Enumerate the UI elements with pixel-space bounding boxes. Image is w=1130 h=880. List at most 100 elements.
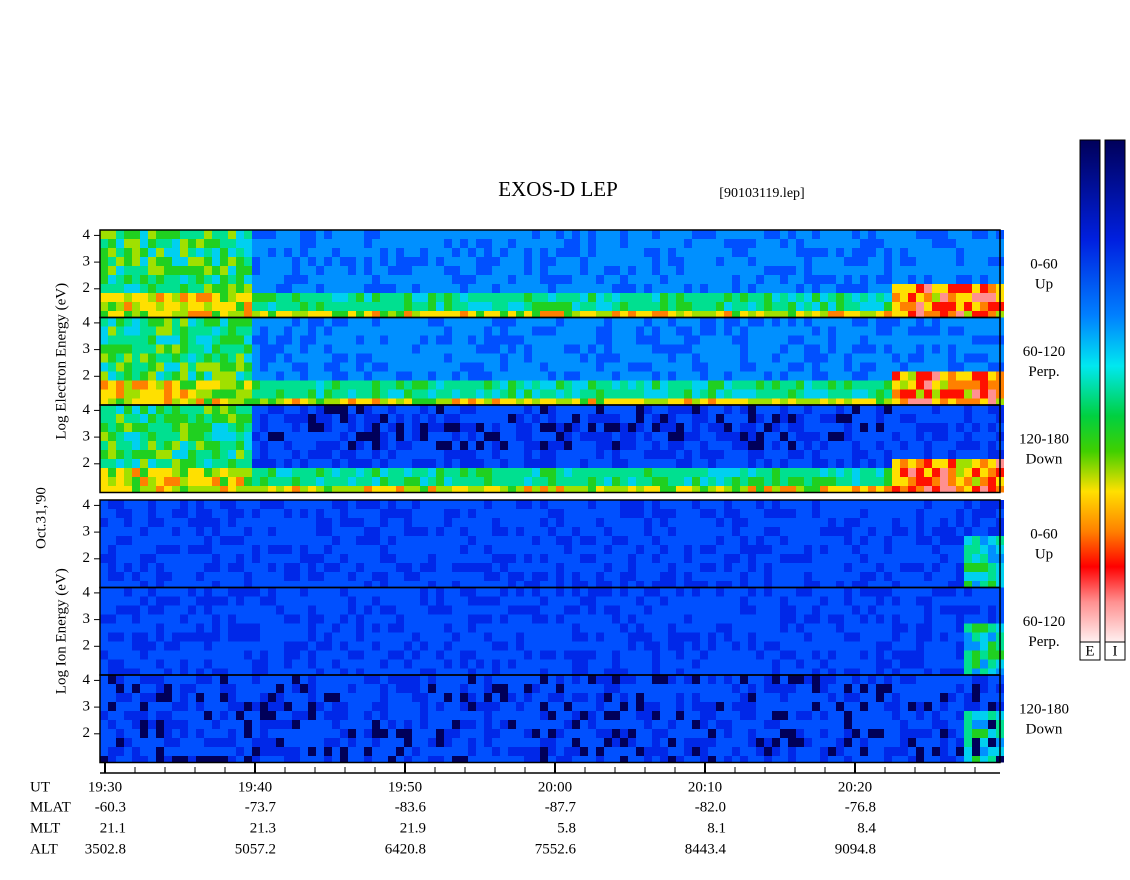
spectrogram-cell	[908, 257, 916, 266]
spectrogram-cell	[620, 536, 628, 545]
spectrogram-cell	[156, 423, 164, 432]
spectrogram-cell	[452, 668, 460, 675]
spectrogram-cell	[100, 275, 108, 284]
spectrogram-cell	[916, 527, 924, 536]
spectrogram-cell	[364, 486, 372, 493]
spectrogram-cell	[260, 317, 268, 327]
spectrogram-cell	[964, 536, 972, 545]
spectrogram-cell	[276, 659, 284, 669]
spectrogram-cell	[364, 326, 372, 336]
spectrogram-cell	[596, 468, 604, 477]
spectrogram-cell	[564, 311, 572, 318]
spectrogram-cell	[436, 587, 444, 597]
spectrogram-cell	[772, 518, 780, 527]
spectrogram-cell	[924, 509, 932, 518]
spectrogram-cell	[724, 293, 732, 302]
spectrogram-cell	[108, 486, 116, 493]
spectrogram-cell	[820, 423, 828, 432]
spectrogram-cell	[308, 371, 316, 381]
spectrogram-cell	[516, 239, 524, 248]
spectrogram-cell	[716, 284, 724, 293]
spectrogram-cell	[396, 509, 404, 518]
spectrogram-cell	[164, 371, 172, 381]
spectrogram-cell	[556, 527, 564, 536]
spectrogram-cell	[348, 344, 356, 354]
spectrogram-cell	[372, 380, 380, 390]
spectrogram-cell	[692, 248, 700, 257]
spectrogram-cell	[676, 536, 684, 545]
spectrogram-cell	[164, 257, 172, 266]
spectrogram-cell	[500, 500, 508, 509]
spectrogram-cell	[980, 326, 988, 336]
spectrogram-cell	[444, 302, 452, 311]
spectrogram-cell	[196, 605, 204, 615]
spectrogram-cell	[516, 441, 524, 450]
spectrogram-cell	[980, 572, 988, 581]
spectrogram-cell	[756, 317, 764, 327]
spectrogram-cell	[108, 545, 116, 554]
spectrogram-cell	[244, 596, 252, 606]
spectrogram-cell	[492, 554, 500, 563]
spectrogram-cell	[276, 311, 284, 318]
spectrogram-cell	[340, 230, 348, 239]
spectrogram-cell	[172, 380, 180, 390]
spectrogram-cell	[204, 623, 212, 633]
spectrogram-cell	[556, 266, 564, 275]
spectrogram-cell	[956, 405, 964, 414]
spectrogram-cell	[540, 371, 548, 381]
spectrogram-cell	[484, 266, 492, 275]
spectrogram-cell	[492, 266, 500, 275]
spectrogram-cell	[276, 389, 284, 399]
spectrogram-cell	[300, 581, 308, 588]
spectrogram-cell	[772, 371, 780, 381]
spectrogram-cell	[292, 477, 300, 486]
spectrogram-cell	[732, 572, 740, 581]
spectrogram-cell	[780, 509, 788, 518]
spectrogram-cell	[180, 486, 188, 493]
spectrogram-cell	[836, 441, 844, 450]
spectrogram-cell	[436, 441, 444, 450]
spectrogram-cell	[308, 632, 316, 642]
spectrogram-cell	[500, 468, 508, 477]
spectrogram-cell	[564, 563, 572, 572]
spectrogram-cell	[260, 362, 268, 372]
spectrogram-cell	[860, 362, 868, 372]
spectrogram-cell	[924, 239, 932, 248]
spectrogram-cell	[636, 317, 644, 327]
spectrogram-cell	[404, 509, 412, 518]
spectrogram-cell	[436, 518, 444, 527]
spectrogram-cell	[964, 468, 972, 477]
spectrogram-cell	[628, 335, 636, 345]
spectrogram-cell	[556, 459, 564, 468]
spectrogram-cell	[500, 423, 508, 432]
spectrogram-cell	[596, 581, 604, 588]
spectrogram-cell	[964, 311, 972, 318]
spectrogram-cell	[692, 398, 700, 405]
spectrogram-cell	[932, 275, 940, 284]
spectrogram-cell	[260, 650, 268, 660]
spectrogram-cell	[940, 257, 948, 266]
spectrogram-cell	[852, 389, 860, 399]
spectrogram-cell	[580, 450, 588, 459]
spectrogram-cell	[300, 536, 308, 545]
spectrogram-cell	[572, 414, 580, 423]
spectrogram-cell	[644, 335, 652, 345]
spectrogram-cell	[228, 477, 236, 486]
spectrogram-cell	[732, 500, 740, 509]
spectrogram-cell	[852, 344, 860, 354]
spectrogram-cell	[444, 432, 452, 441]
spectrogram-cell	[580, 581, 588, 588]
spectrogram-cell	[916, 432, 924, 441]
spectrogram-cell	[148, 554, 156, 563]
spectrogram-cell	[932, 432, 940, 441]
spectrogram-cell	[868, 468, 876, 477]
spectrogram-cell	[196, 398, 204, 405]
spectrogram-cell	[372, 581, 380, 588]
spectrogram-cell	[660, 326, 668, 336]
spectrogram-cell	[476, 587, 484, 597]
spectrogram-cell	[916, 518, 924, 527]
spectrogram-cell	[436, 509, 444, 518]
spectrogram-cell	[756, 432, 764, 441]
spectrogram-cell	[452, 302, 460, 311]
spectrogram-cell	[324, 266, 332, 275]
